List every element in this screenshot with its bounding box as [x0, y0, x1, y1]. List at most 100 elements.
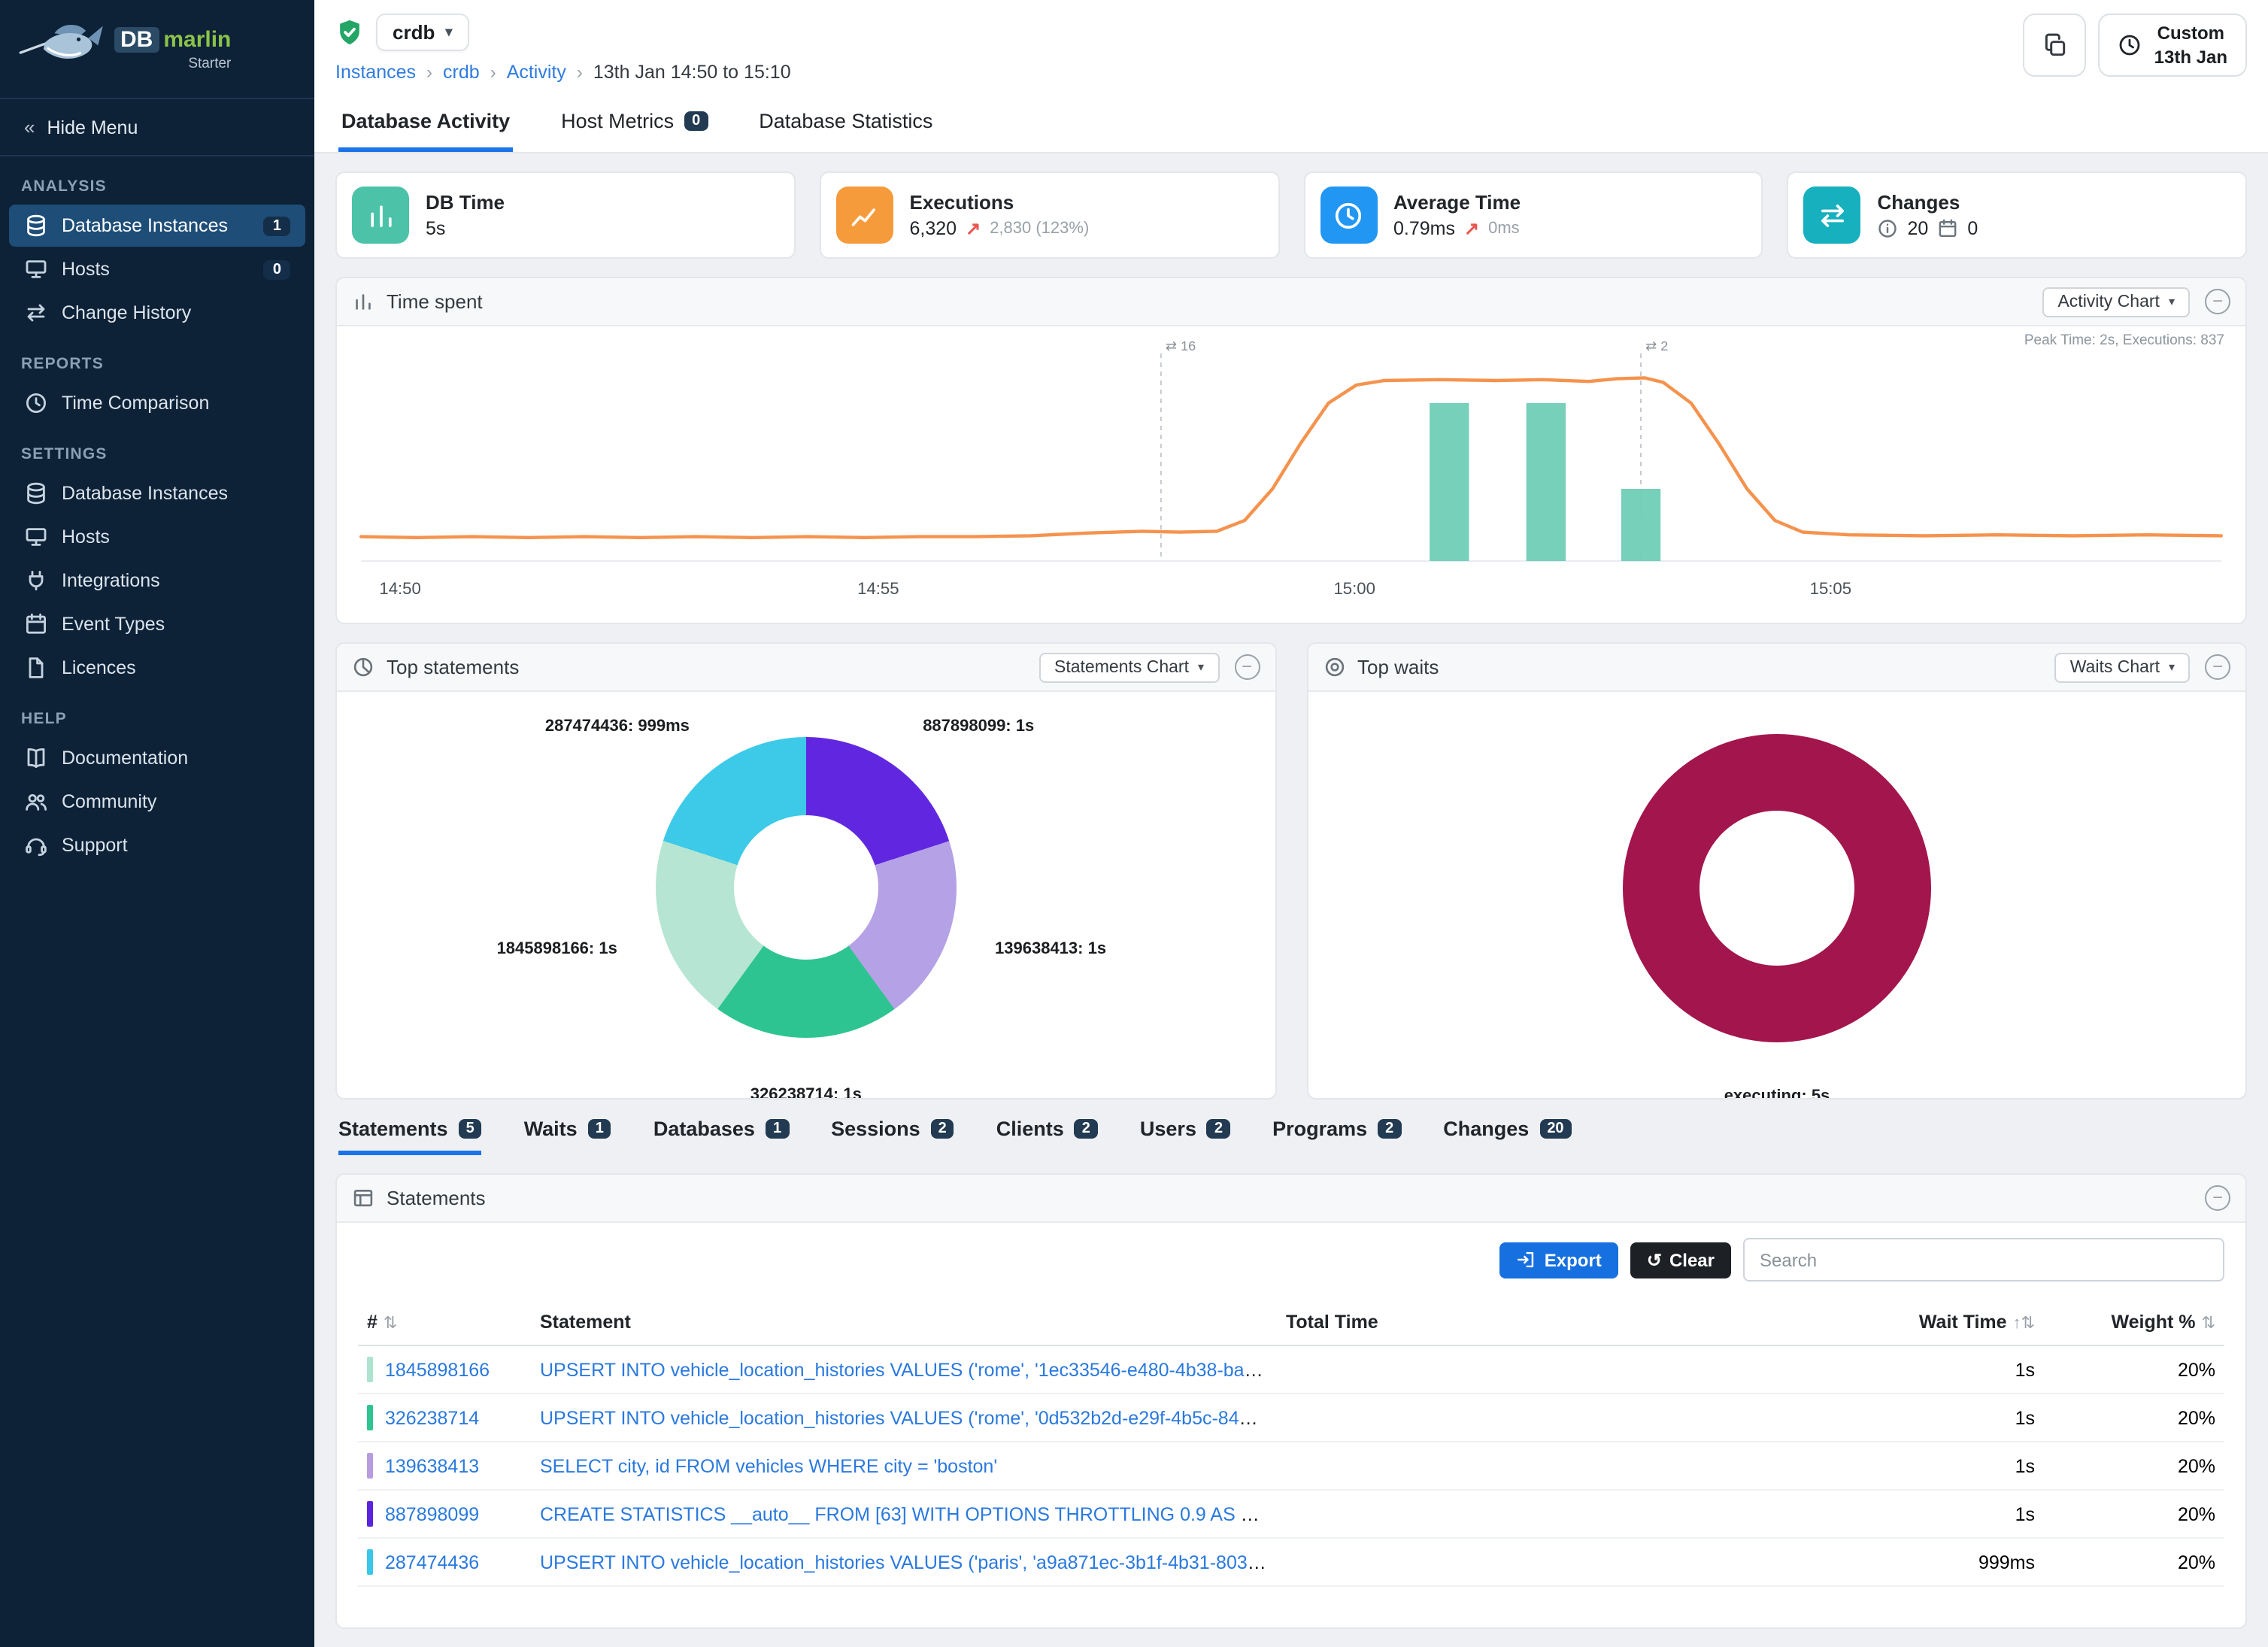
clear-button[interactable]: Clear: [1630, 1242, 1731, 1278]
statements-chart-select[interactable]: Statements Chart: [1039, 652, 1219, 682]
brand-db: DB: [114, 27, 159, 53]
health-shield-icon: [335, 18, 364, 47]
donut-hole: [1699, 810, 1854, 965]
sidebar-item-database-instances[interactable]: Database Instances: [9, 472, 305, 514]
weight-value: 20%: [2044, 1442, 2224, 1491]
sidebar-item-documentation[interactable]: Documentation: [9, 737, 305, 779]
collapse-statements-button[interactable]: [2205, 1185, 2230, 1211]
dbmarlin-logo[interactable]: DB marlin Starter: [0, 0, 314, 98]
breadcrumb-crdb[interactable]: crdb: [443, 62, 480, 83]
copy-link-button[interactable]: [2023, 14, 2087, 77]
column-header--[interactable]: # ⇅: [358, 1300, 531, 1346]
sidebar-item-hosts[interactable]: Hosts 0: [9, 248, 305, 290]
breadcrumb-separator: ›: [490, 62, 496, 83]
search-input[interactable]: [1743, 1238, 2224, 1282]
top-waits-donut[interactable]: [1623, 733, 1931, 1042]
statement-text-link[interactable]: UPSERT INTO vehicle_location_histories V…: [540, 1407, 1277, 1428]
book-icon: [24, 746, 48, 770]
count-badge: 2: [1378, 1119, 1402, 1139]
weight-value: 20%: [2044, 1490, 2224, 1539]
statement-text-link[interactable]: UPSERT INTO vehicle_location_histories V…: [540, 1359, 1277, 1380]
breadcrumb-activity[interactable]: Activity: [506, 62, 566, 83]
time-range-button[interactable]: Custom 13th Jan: [2098, 14, 2247, 77]
activity-chart-select[interactable]: Activity Chart: [2042, 287, 2190, 317]
collapse-time-spent-button[interactable]: [2205, 289, 2230, 314]
sidebar-item-hosts[interactable]: Hosts: [9, 516, 305, 558]
statement-id-link[interactable]: 326238714: [385, 1407, 480, 1428]
detail-tab-clients[interactable]: Clients 2: [996, 1118, 1098, 1155]
wait-time-value: 1s: [1728, 1345, 2044, 1394]
statement-id-link[interactable]: 1845898166: [385, 1359, 490, 1380]
detail-tab-waits[interactable]: Waits 1: [524, 1118, 611, 1155]
breadcrumb-instances[interactable]: Instances: [335, 62, 417, 83]
sidebar: DB marlin Starter Hide Menu ANALYSIS Data…: [0, 0, 314, 1647]
sidebar-section-title: SETTINGS: [21, 445, 108, 463]
waits-chart-select[interactable]: Waits Chart: [2054, 652, 2190, 682]
tab-host-metrics[interactable]: Host Metrics 0: [558, 101, 711, 152]
column-header-total-time[interactable]: Total Time: [1277, 1300, 1728, 1346]
sidebar-item-event-types[interactable]: Event Types: [9, 603, 305, 645]
detail-tab-statements[interactable]: Statements 5: [338, 1118, 482, 1155]
sidebar-section-reports: REPORTS Time Comparison: [0, 355, 314, 424]
svg-text:⇄ 2: ⇄ 2: [1645, 338, 1668, 353]
table-list-icon: [352, 1187, 374, 1209]
sidebar-nav: ANALYSIS Database Instances 1 Hosts 0 Change …: [0, 156, 314, 868]
tab-database-statistics[interactable]: Database Statistics: [759, 110, 933, 132]
metric-value: 0.79ms: [1393, 218, 1455, 239]
metric-title: Changes: [1877, 191, 1960, 214]
statement-text-link[interactable]: UPSERT INTO vehicle_location_histories V…: [540, 1551, 1277, 1573]
statement-text-link[interactable]: SELECT city, id FROM vehicles WHERE city…: [540, 1455, 998, 1476]
hide-menu-button[interactable]: Hide Menu: [0, 98, 314, 156]
people-icon: [24, 790, 48, 814]
statement-id-link[interactable]: 139638413: [385, 1455, 480, 1476]
sidebar-item-community[interactable]: Community: [9, 781, 305, 823]
clock-icon: [2118, 33, 2142, 57]
metric-card-changes: Changes 20 0: [1787, 171, 2247, 259]
column-header-statement[interactable]: Statement: [531, 1300, 1277, 1346]
statement-id-link[interactable]: 287474436: [385, 1551, 480, 1573]
tab-database-activity[interactable]: Database Activity: [338, 101, 514, 152]
statement-text-link[interactable]: CREATE STATISTICS __auto__ FROM [63] WIT…: [540, 1503, 1277, 1524]
sidebar-item-database-instances[interactable]: Database Instances 1: [9, 205, 305, 247]
statement-id-link[interactable]: 887898099: [385, 1503, 480, 1524]
sidebar-item-label: Support: [62, 835, 128, 856]
column-header-wait-time[interactable]: Wait Time ↑⇅: [1728, 1300, 2044, 1346]
bar-chart-icon: [352, 187, 409, 244]
support-icon: [24, 833, 48, 857]
detail-tab-users[interactable]: Users 2: [1140, 1118, 1231, 1155]
pie-chart-icon: [352, 656, 374, 678]
donut-label-287474436: 287474436: 999ms: [544, 717, 690, 736]
collapse-top-statements-button[interactable]: [1234, 654, 1260, 680]
export-button[interactable]: Export: [1499, 1242, 1618, 1278]
sidebar-item-licences[interactable]: Licences: [9, 647, 305, 689]
instance-selector-button[interactable]: crdb: [376, 14, 469, 51]
count-badge: 0: [263, 259, 290, 279]
sidebar-item-label: Database Instances: [62, 215, 228, 236]
top-waits-donut-area[interactable]: executing: 5s: [1308, 692, 2245, 1098]
top-statements-donut[interactable]: [656, 737, 957, 1038]
clock-icon: [1320, 187, 1377, 244]
collapse-top-waits-button[interactable]: [2205, 654, 2230, 680]
detail-tab-databases[interactable]: Databases 1: [653, 1118, 790, 1155]
statement-color-chip: [367, 1501, 373, 1527]
table-row: 326238714 UPSERT INTO vehicle_location_hi…: [358, 1394, 2224, 1442]
sidebar-item-label: Licences: [62, 657, 136, 678]
sidebar-item-change-history[interactable]: Change History: [9, 292, 305, 334]
change-icon: [24, 301, 48, 325]
time-spent-chart[interactable]: Peak Time: 2s, Executions: 837 ⇄ 16 ⇄ 2 14…: [337, 326, 2245, 623]
detail-tab-sessions[interactable]: Sessions 2: [831, 1118, 954, 1155]
table-row: 887898099 CREATE STATISTICS __auto__ FROM…: [358, 1490, 2224, 1539]
detail-tab-programs[interactable]: Programs 2: [1272, 1118, 1402, 1155]
clock-icon: [24, 391, 48, 415]
detail-tab-changes[interactable]: Changes 20: [1443, 1118, 1572, 1155]
sidebar-item-integrations[interactable]: Integrations: [9, 560, 305, 602]
column-header-weight-[interactable]: Weight % ⇅: [2044, 1300, 2224, 1346]
donut-label-executing: executing: 5s: [1724, 1087, 1830, 1100]
top-statements-donut-area[interactable]: 887898099: 1s 139638413: 1s 326238714: 1s 1…: [337, 692, 1275, 1098]
weight-value: 20%: [2044, 1345, 2224, 1394]
statements-panel: Statements Export: [335, 1173, 2247, 1629]
plan-label: Starter: [188, 56, 232, 72]
svg-text:15:00: 15:00: [1333, 579, 1375, 598]
sidebar-item-support[interactable]: Support: [9, 824, 305, 866]
sidebar-item-time-comparison[interactable]: Time Comparison: [9, 382, 305, 424]
